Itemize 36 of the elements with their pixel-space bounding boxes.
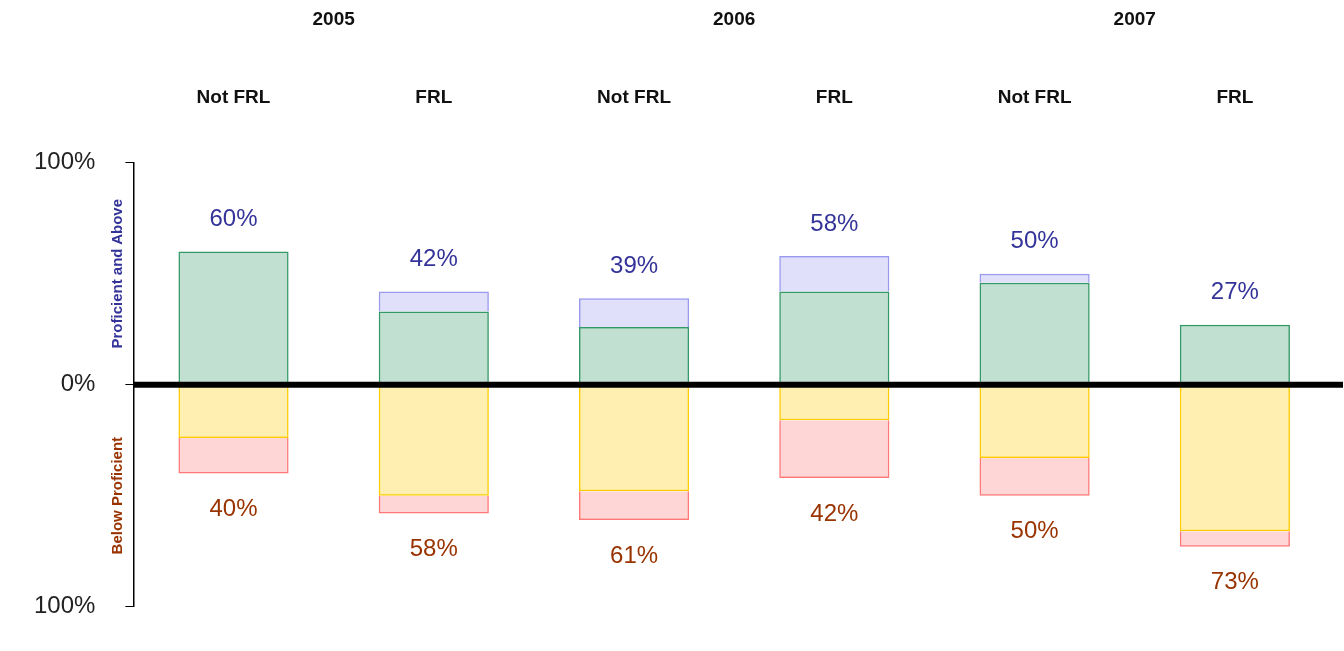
bar xyxy=(779,420,890,478)
bar xyxy=(1179,531,1290,547)
bar xyxy=(979,457,1090,496)
y-tick-label: 100% xyxy=(33,147,96,175)
text: 39% xyxy=(610,250,659,278)
text: 40% xyxy=(209,494,258,522)
bar xyxy=(578,491,690,521)
y-tick-label: 100% xyxy=(33,591,96,619)
text: Below Proficient xyxy=(107,436,125,555)
text: 50% xyxy=(1010,226,1059,254)
bar xyxy=(178,437,289,474)
text: 60% xyxy=(209,204,258,232)
text: 50% xyxy=(1010,516,1059,544)
y-axis-title: Proficient and Above xyxy=(107,199,125,349)
x-tick-label: Not FRL xyxy=(997,85,1072,107)
text: 2007 xyxy=(1113,8,1156,30)
bar xyxy=(779,256,890,292)
bar xyxy=(378,495,489,514)
text: 2006 xyxy=(713,8,756,30)
text: 61% xyxy=(610,540,659,568)
text: 27% xyxy=(1210,277,1259,305)
bar xyxy=(378,291,489,312)
text: 42% xyxy=(409,244,458,272)
text: 2005 xyxy=(312,8,356,30)
text: 58% xyxy=(810,208,859,236)
x-tick-label: Not FRL xyxy=(196,85,271,107)
bar xyxy=(578,298,690,328)
x-tick-label: Not FRL xyxy=(597,85,672,107)
y-tick-label: 0% xyxy=(60,369,96,397)
x-tick-label: FRL xyxy=(815,85,854,107)
bar xyxy=(979,273,1090,283)
text: 73% xyxy=(1210,567,1259,595)
x-tick-label: FRL xyxy=(1216,85,1254,107)
text: 58% xyxy=(409,534,458,562)
x-tick-label: FRL xyxy=(415,85,453,107)
text: 42% xyxy=(810,498,859,526)
